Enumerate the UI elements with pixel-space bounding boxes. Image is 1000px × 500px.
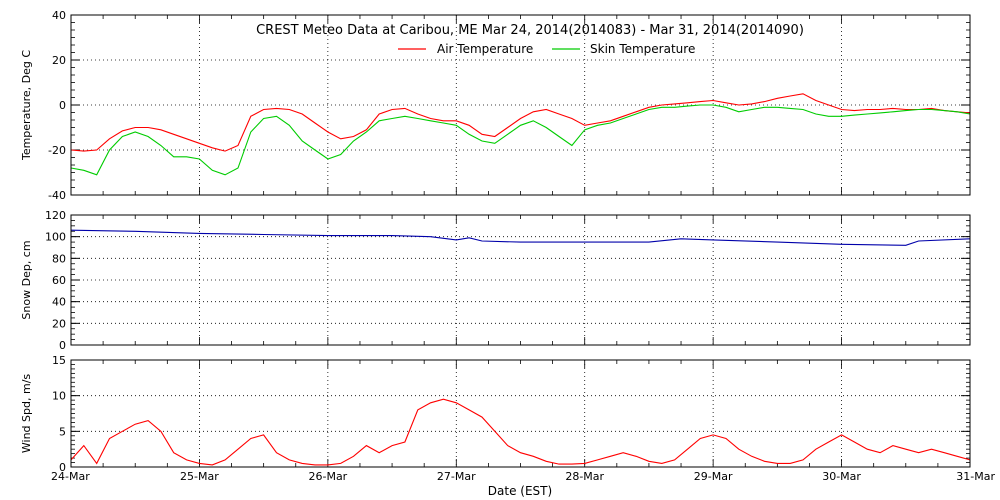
wind-speed-axis-label: Wind Spd, m/s [20, 374, 33, 454]
x-tick-label: 30-Mar [822, 470, 861, 483]
air-temperature-line [70, 93, 971, 152]
y-tick-label: 15 [52, 354, 66, 367]
temperature-axis-label: Temperature, Deg C [20, 50, 33, 161]
x-tick-label: 28-Mar [565, 470, 604, 483]
wind-speed-line [70, 398, 971, 466]
y-tick-label: 40 [52, 296, 66, 309]
temperature-panel: -40 -20 0 20 40 Temperature, Deg C [20, 9, 971, 202]
y-tick-label: 10 [52, 390, 66, 403]
x-tick-label: 27-Mar [437, 470, 476, 483]
y-tick-label: 120 [45, 209, 66, 222]
x-tick-label: 29-Mar [694, 470, 733, 483]
y-tick-label: 0 [59, 99, 66, 112]
x-tick-label: 31-Mar [956, 470, 995, 483]
x-tick-labels: 24-Mar 25-Mar 26-Mar 27-Mar 28-Mar 29-Mar 30-M… [51, 470, 995, 483]
skin-temperature-line [70, 104, 971, 176]
y-tick-label: 60 [52, 274, 66, 287]
y-tick-label: -20 [48, 144, 66, 157]
snow-depth-axis-label: Snow Dep, cm [20, 240, 33, 319]
y-tick-label: -40 [48, 189, 66, 202]
y-tick-label: 5 [59, 425, 66, 438]
plot-frame [70, 214, 971, 346]
x-axis-label: Date (EST) [488, 484, 552, 498]
legend-air-temperature: Air Temperature [437, 42, 533, 56]
y-tick-label: 0 [59, 461, 66, 474]
legend-skin-temperature: Skin Temperature [590, 42, 695, 56]
legend: Air Temperature Skin Temperature [398, 42, 695, 56]
snow-depth-panel: 0 20 40 60 80 100 120 Snow Dep, cm [20, 209, 971, 352]
x-tick-label: 24-Mar [51, 470, 90, 483]
y-tick-label: 20 [52, 317, 66, 330]
chart-title: CREST Meteo Data at Caribou, ME Mar 24, … [256, 23, 804, 38]
plot-frame [70, 359, 971, 468]
y-tick-label: 100 [45, 231, 66, 244]
y-tick-label: 0 [59, 339, 66, 352]
snow-depth-line [70, 229, 971, 246]
x-tick-label: 25-Mar [180, 470, 219, 483]
x-tick-label: 26-Mar [308, 470, 347, 483]
plot-frame [70, 14, 971, 196]
y-tick-label: 20 [52, 54, 66, 67]
wind-speed-panel: 0 5 10 15 Wind Spd, m/s [20, 354, 971, 474]
y-tick-label: 40 [52, 9, 66, 22]
y-tick-label: 80 [52, 252, 66, 265]
